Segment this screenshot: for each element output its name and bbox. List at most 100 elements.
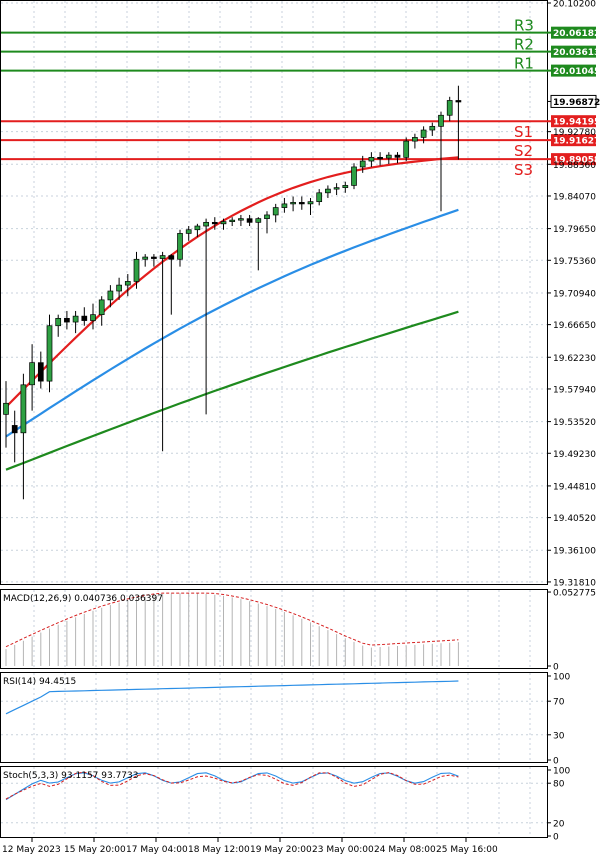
candle-body [385, 154, 392, 159]
price-tick-label: 19.75360 [553, 257, 596, 267]
rsi-line [5, 680, 459, 715]
candle-body [368, 157, 375, 162]
price-tick-label: 19.53520 [553, 418, 596, 428]
candle-body [177, 233, 183, 260]
candle-body [307, 201, 314, 205]
price-tick-label: 19.88360 [553, 161, 596, 171]
resistance-value-box [551, 64, 596, 77]
candle-body [124, 281, 131, 286]
ma-mid-line [5, 208, 459, 438]
rsi-tick-label: 70 [553, 698, 565, 708]
support-value-box [551, 134, 596, 147]
candle-body [290, 202, 296, 205]
price-tick-label: 19.57940 [553, 385, 596, 395]
price-tick-label: 19.92780 [553, 128, 596, 138]
time-tick-label: 17 May 04:00 [126, 845, 188, 855]
candle-body [133, 258, 140, 282]
moving-averages [5, 156, 459, 471]
price-tick-label: 19.84070 [553, 192, 596, 202]
rsi-tick-label: 100 [553, 673, 570, 683]
candle-body [403, 140, 410, 158]
candle-body [420, 129, 427, 138]
candle-body [151, 256, 157, 259]
macd-histogram: 0.052775 0 [5, 589, 596, 673]
stoch-lines: 100 80 20 0 [1, 767, 570, 843]
candle-body [185, 229, 192, 234]
macd-signal-line [5, 592, 459, 648]
candle-body [220, 221, 227, 225]
rsi-label: RSI(14) 94.4515 [3, 677, 76, 687]
stoch-tick-label: 80 [553, 780, 565, 790]
stoch-tick-label: 20 [553, 819, 565, 829]
resistance-value-label: 20.01045 [553, 67, 600, 77]
candle-body [20, 384, 27, 434]
support-resistance-levels: R3 20.06182 R2 20.03613 R1 20.01045 S1 19.94195… [1, 17, 600, 179]
candle-body [194, 225, 201, 231]
candle-body [98, 299, 105, 316]
candle-body [446, 100, 453, 116]
candle-body [11, 425, 18, 434]
resistance-value-box [551, 45, 596, 58]
rsi-panel [0, 672, 548, 763]
time-tick-label: 19 May 20:00 [250, 845, 312, 855]
grid-lines [1, 1, 547, 837]
price-tick-label: 19.79650 [553, 225, 596, 235]
support-name-s3: S3 [514, 161, 533, 179]
candle-body [211, 221, 218, 225]
candle-body [238, 218, 244, 221]
candle-body [29, 362, 35, 386]
stoch-d-line [5, 771, 459, 800]
price-tick-label: 19.31810 [553, 578, 596, 588]
price-tick-label: 19.49230 [553, 450, 596, 460]
price-tick-label: 19.44810 [553, 482, 596, 492]
stoch-tick-label: 0 [553, 833, 559, 843]
candle-body [142, 256, 149, 260]
stoch-label: Stoch(5,3,3) 93.1157 93.7733 [3, 771, 138, 781]
price-tick-label: 19.66650 [553, 321, 596, 331]
time-axis: 12 May 2023 15 May 20:00 17 May 04:00 18 Ma… [2, 838, 498, 855]
candlesticks [3, 85, 462, 500]
price-tick-label: 19.70940 [553, 289, 596, 299]
candle-body [37, 362, 44, 382]
candle-body [81, 315, 88, 321]
candle-body [272, 207, 279, 216]
time-tick-label: 18 May 12:00 [188, 845, 250, 855]
price-tick-label: 19.36100 [553, 547, 596, 557]
current-price-label: 19.96872 [553, 98, 600, 108]
candle-body [203, 221, 209, 227]
candle-body [116, 284, 122, 292]
support-value-label: 19.94195 [553, 118, 600, 128]
candle-body [229, 219, 236, 222]
support-name-s2: S2 [514, 142, 533, 160]
candle-body [455, 100, 462, 103]
support-value-box [551, 115, 596, 128]
candle-body [359, 160, 366, 168]
candle-body [333, 187, 340, 190]
current-price-box [550, 94, 597, 108]
resistance-name-r2: R2 [514, 36, 534, 54]
candle-body [438, 114, 444, 127]
candle-body [46, 325, 53, 382]
price-tick-label: 19.62230 [553, 354, 596, 364]
time-tick-label: 23 May 00:00 [312, 845, 374, 855]
macd-label: MACD(12,26,9) 0.040736 0.036397 [3, 594, 163, 604]
support-name-s1: S1 [514, 123, 533, 141]
macd-panel [0, 589, 548, 669]
resistance-value-label: 20.03613 [553, 48, 600, 58]
stoch-tick-label: 100 [553, 767, 570, 777]
candle-body [351, 166, 357, 186]
time-tick-label: 25 May 16:00 [436, 845, 498, 855]
ma-slow-line [5, 310, 459, 471]
candle-body [264, 214, 270, 219]
candle-body [168, 255, 175, 260]
candle-body [281, 203, 288, 208]
candle-body [3, 402, 9, 415]
resistance-value-box [551, 26, 596, 39]
macd-tick-label: 0 [553, 663, 559, 673]
candle-body [316, 192, 323, 203]
time-tick-label: 15 May 20:00 [64, 845, 126, 855]
candle-body [107, 290, 114, 301]
price-axis: 20.10200 19.96872 19.92780 19.88360 19.84070… [547, 0, 600, 588]
resistance-name-r3: R3 [514, 17, 534, 35]
